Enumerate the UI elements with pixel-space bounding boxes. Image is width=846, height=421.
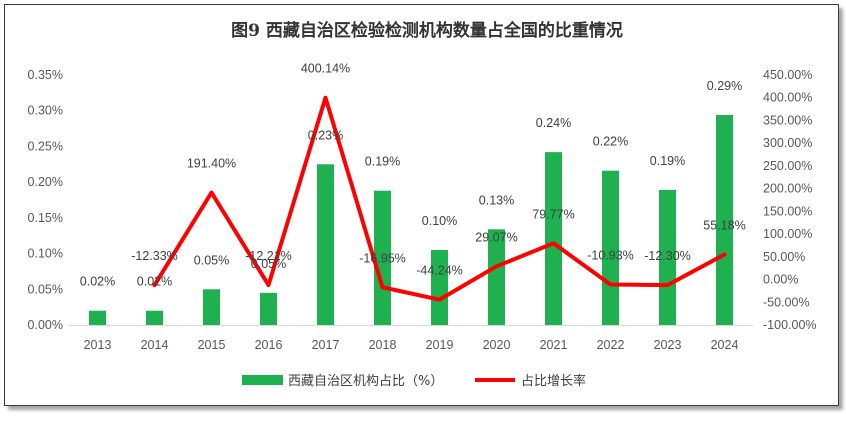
- left-axis-tick-label: 0.00%: [28, 318, 63, 332]
- x-axis-tick-label: 2021: [540, 338, 568, 352]
- bar-data-label: 0.02%: [137, 275, 172, 289]
- x-axis: 2013 2014 2015 2016 2017 2018 2019 2020 2021 2022…: [69, 325, 753, 352]
- right-axis-tick-label: 100.00%: [763, 227, 812, 241]
- right-axis-tick-label: -100.00%: [763, 318, 817, 332]
- right-axis-tick-label: 400.00%: [763, 91, 812, 105]
- bar: [659, 190, 676, 325]
- x-axis-tick-label: 2018: [369, 338, 397, 352]
- line-data-label: -12.30%: [644, 249, 691, 263]
- bar-data-label: 0.10%: [422, 214, 457, 228]
- x-axis-tick-label: 2019: [426, 338, 454, 352]
- bar-data-label: 0.29%: [707, 79, 742, 93]
- bar: [146, 310, 163, 325]
- x-axis-tick-label: 2016: [255, 338, 283, 352]
- left-axis-tick-label: 0.05%: [28, 282, 63, 296]
- right-axis-tick-label: 450.00%: [763, 68, 812, 82]
- line-data-label: 55.18%: [703, 218, 745, 232]
- bar: [260, 292, 277, 325]
- combo-chart: 图9 西藏自治区检验检测机构数量占全国的比重情况 0.00% 0.05% 0.10%…: [28, 20, 817, 389]
- bar-data-label: 0.24%: [536, 116, 571, 130]
- legend-bar-label: 西藏自治区机构占比（%）: [288, 374, 443, 389]
- x-axis-tick-label: 2023: [654, 338, 682, 352]
- growth-rate-line: [152, 95, 727, 302]
- bar-data-label: 0.19%: [365, 155, 400, 169]
- right-axis-tick-label: 150.00%: [763, 204, 812, 218]
- bar-data-label: 0.05%: [251, 257, 286, 271]
- line-data-label: -16.95%: [359, 251, 406, 265]
- x-axis-tick-label: 2015: [198, 338, 226, 352]
- x-axis-tick-label: 2022: [597, 338, 625, 352]
- left-axis-tick-label: 0.35%: [28, 68, 63, 82]
- left-axis-tick-label: 0.20%: [28, 175, 63, 189]
- line-data-label: 79.77%: [532, 207, 574, 221]
- line-data-labels: -12.33% 191.40% -12.21% 400.14% -16.95% -44.2…: [131, 62, 745, 278]
- right-axis: -100.00% -50.00% 0.00% 50.00% 100.00% 150.00%…: [763, 68, 817, 332]
- left-axis-tick-label: 0.25%: [28, 139, 63, 153]
- legend: 西藏自治区机构占比（%） 占比增长率: [242, 373, 586, 389]
- line-data-label: 191.40%: [187, 157, 236, 171]
- line-series: [152, 95, 727, 302]
- bar: [488, 229, 505, 325]
- right-axis-tick-label: -50.00%: [763, 295, 810, 309]
- chart-frame: 图9 西藏自治区检验检测机构数量占全国的比重情况 0.00% 0.05% 0.10%…: [4, 4, 839, 406]
- left-axis-tick-label: 0.15%: [28, 211, 63, 225]
- bar: [374, 190, 391, 325]
- line-data-label: 29.07%: [475, 230, 517, 244]
- bar-data-label: 0.05%: [194, 253, 229, 267]
- chart-title: 图9 西藏自治区检验检测机构数量占全国的比重情况: [231, 20, 623, 41]
- bar-data-label: 0.19%: [650, 154, 685, 168]
- right-axis-tick-label: 300.00%: [763, 136, 812, 150]
- bar-data-label: 0.02%: [80, 275, 115, 289]
- bar: [203, 289, 220, 325]
- bar: [317, 164, 334, 325]
- right-axis-tick-label: 50.00%: [763, 250, 805, 264]
- bar-data-label: 0.22%: [593, 135, 628, 149]
- x-axis-tick-label: 2017: [312, 338, 340, 352]
- right-axis-tick-label: 200.00%: [763, 182, 812, 196]
- bar-data-labels: 0.02% 0.02% 0.05% 0.05% 0.23% 0.19% 0.10% 0.13%…: [80, 79, 742, 289]
- left-axis-tick-label: 0.30%: [28, 104, 63, 118]
- right-axis-tick-label: 250.00%: [763, 159, 812, 173]
- line-data-label: -12.33%: [131, 249, 178, 263]
- left-axis-tick-label: 0.10%: [28, 247, 63, 261]
- x-axis-tick-label: 2014: [141, 338, 169, 352]
- bar-data-label: 0.13%: [479, 193, 514, 207]
- bar: [716, 115, 733, 325]
- x-axis-tick-label: 2013: [84, 338, 112, 352]
- left-axis: 0.00% 0.05% 0.10% 0.15% 0.20% 0.25% 0.30% 0.35%: [28, 68, 63, 332]
- bar: [89, 310, 106, 325]
- bar: [431, 250, 448, 325]
- legend-line-label: 占比增长率: [521, 373, 586, 389]
- right-axis-tick-label: 350.00%: [763, 113, 812, 127]
- line-data-label: -10.93%: [587, 249, 634, 263]
- line-data-label: 400.14%: [301, 62, 350, 76]
- legend-bar-swatch: [242, 375, 283, 385]
- x-axis-tick-label: 2020: [483, 338, 511, 352]
- x-axis-tick-label: 2024: [711, 338, 739, 352]
- right-axis-tick-label: 0.00%: [763, 273, 798, 287]
- line-data-label: -44.24%: [416, 264, 463, 278]
- bar-data-label: 0.23%: [308, 128, 343, 142]
- bar: [545, 152, 562, 325]
- line-data-label: -12.21%: [245, 249, 292, 263]
